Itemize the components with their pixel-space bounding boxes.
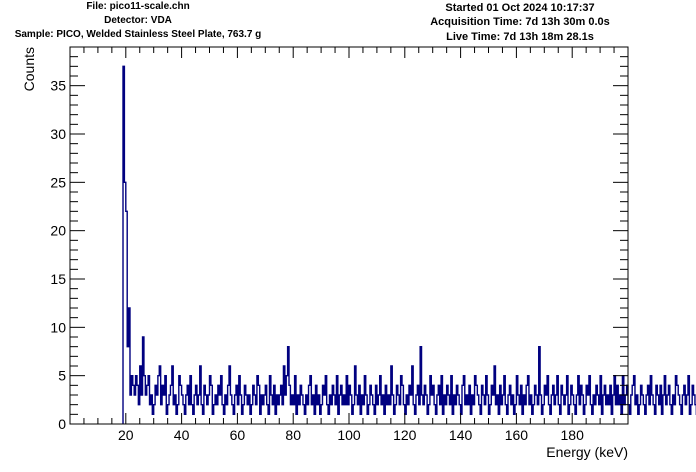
x-tick-label: 180	[561, 427, 585, 443]
y-tick-label: 15	[50, 271, 66, 287]
detector-name: Detector: VDA	[104, 15, 172, 26]
x-tick-label: 160	[505, 427, 529, 443]
y-tick-label: 5	[58, 368, 66, 384]
acquisition-time: Acquisition Time: 7d 13h 30m 0.0s	[430, 16, 610, 28]
x-tick-label: 100	[337, 427, 361, 443]
y-tick-label: 35	[50, 78, 66, 94]
spectrum-series-line	[122, 65, 696, 424]
y-tick-label: 20	[50, 223, 66, 239]
start-time: Started 01 Oct 2024 10:17:37	[445, 2, 595, 14]
y-axis-label: Counts	[21, 47, 37, 91]
x-tick-label: 80	[285, 427, 301, 443]
y-tick-label: 10	[50, 319, 66, 335]
y-tick-label: 0	[58, 416, 66, 432]
live-time: Live Time: 7d 13h 18m 28.1s	[446, 31, 594, 43]
x-tick-label: 120	[393, 427, 417, 443]
file-name: File: pico11-scale.chn	[86, 1, 190, 12]
plot-frame	[69, 46, 629, 425]
x-tick-label: 60	[230, 427, 246, 443]
y-tick-label: 30	[50, 126, 66, 142]
x-tick-label: 40	[174, 427, 190, 443]
sample-description: Sample: PICO, Welded Stainless Steel Pla…	[14, 29, 262, 40]
y-tick-label: 25	[50, 174, 66, 190]
x-tick-label: 20	[118, 427, 134, 443]
x-tick-label: 140	[449, 427, 473, 443]
x-axis-label: Energy (keV)	[546, 444, 628, 460]
